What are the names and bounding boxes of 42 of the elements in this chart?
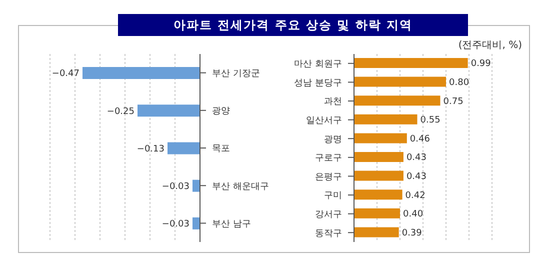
bar	[354, 170, 404, 181]
y-tick-label: 일산서구	[306, 116, 342, 126]
bar	[354, 96, 440, 106]
data-label: 0.99	[470, 59, 492, 70]
text: (전주대비, %)	[458, 40, 522, 51]
bar	[354, 133, 407, 144]
data-label: 0.80	[449, 78, 470, 88]
data-label: −0.03	[162, 182, 190, 192]
y-tick-label: 목포	[212, 144, 230, 154]
y-tick-label: 광양	[212, 106, 230, 117]
data-label: −0.03	[162, 220, 190, 230]
bar	[354, 190, 402, 200]
bar	[354, 227, 399, 238]
y-tick-label: 성남 분당구	[294, 78, 342, 88]
data-label: −0.13	[136, 144, 164, 154]
bar	[354, 114, 418, 124]
text: 아파트 전세가격 주요 상승 및 하락 지역	[118, 14, 468, 36]
y-tick-label: 광명	[324, 134, 342, 145]
y-tick-label: 부산 남구	[212, 219, 251, 230]
data-label: −0.25	[106, 106, 134, 117]
data-label: 0.39	[402, 228, 422, 238]
data-label: 0.75	[443, 96, 464, 107]
y-tick-label: 과천	[324, 97, 342, 108]
y-tick-label: 구미	[324, 191, 342, 202]
y-tick-label: 은평구	[315, 172, 342, 182]
y-tick-label: 동작구	[315, 228, 342, 239]
bar	[354, 58, 468, 68]
data-label: −0.47	[52, 69, 80, 80]
bar	[354, 152, 404, 162]
data-label: 0.42	[405, 190, 426, 201]
y-tick-label: 강서구	[315, 210, 342, 220]
data-label: 0.43	[406, 153, 426, 164]
y-tick-label: 구로구	[315, 154, 342, 164]
bar	[354, 76, 446, 87]
data-label: 0.55	[420, 116, 440, 126]
data-label: 0.40	[403, 210, 424, 220]
data-label: 0.43	[406, 172, 426, 182]
y-tick-label: 부산 해운대구	[212, 182, 269, 192]
bar	[354, 208, 400, 218]
y-tick-label: 마산 회원구	[294, 60, 342, 70]
data-label: 0.46	[410, 134, 430, 144]
y-tick-label: 부산 기장군	[212, 68, 260, 79]
